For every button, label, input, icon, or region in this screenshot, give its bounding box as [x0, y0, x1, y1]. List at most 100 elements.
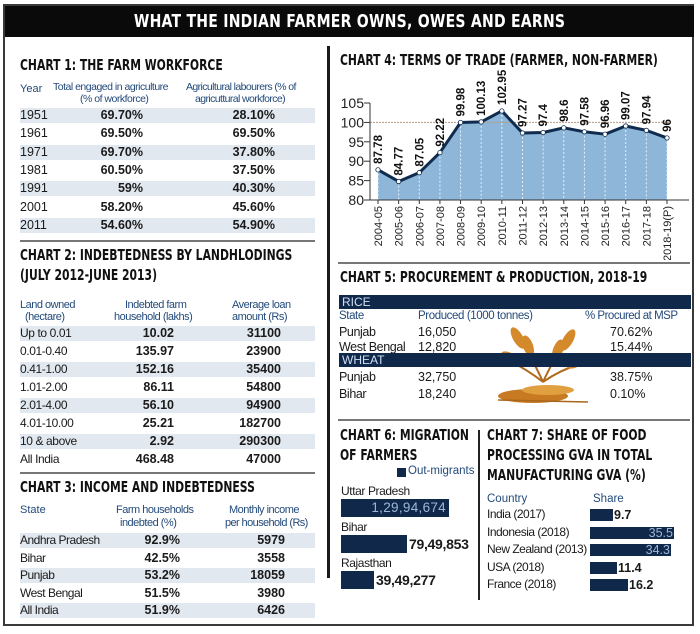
chart7-bar: [590, 544, 671, 556]
chart3-indebted: 92.9%: [144, 533, 180, 547]
x-tick-label: 2008-09: [456, 206, 468, 246]
infographic-frame: [3, 4, 694, 626]
chart3-state: Andhra Pradesh: [20, 533, 100, 547]
data-label: 96: [662, 119, 674, 132]
chart2-title-line2: (JULY 2012-JUNE 2013): [20, 266, 158, 284]
chart7-title-line2: PROCESSING GVA IN TOTAL: [487, 446, 653, 464]
data-point: [602, 131, 608, 137]
chart1-labourers: 40.30%: [232, 181, 275, 196]
data-label: 99.98: [456, 87, 468, 116]
chart1-year: 1961: [20, 126, 48, 141]
row-shade: [20, 568, 315, 584]
chart6-bar: [341, 499, 449, 517]
data-point: [540, 129, 546, 136]
chart5-rice-procured: 70.62%: [610, 325, 653, 339]
chart3-col-income-l2: per household (Rs): [225, 517, 308, 529]
chart6-value-label: 1,29,94,674: [371, 500, 446, 515]
row-shade: [20, 434, 315, 449]
x-tick-label: 2014-15: [579, 206, 591, 246]
chart1-col-labourers-l2: agricuttural workforce): [195, 93, 286, 105]
chart2-land: Up to 0.01: [20, 326, 72, 340]
chart2-col-loan-l1: Average loan: [232, 299, 291, 311]
y-tick-label: 95: [348, 134, 364, 150]
chart5-wheat-state: Punjab: [339, 370, 376, 384]
chart6-title-line2: OF FARMERS: [340, 446, 418, 464]
row-shade: [20, 181, 315, 197]
chart5-rice-produced: 12,820: [418, 340, 457, 354]
x-tick-label: 2004-05: [373, 206, 385, 246]
chart2-col-loan-l2: amount (Rs): [232, 311, 288, 323]
chart5-wheat-procured: 0.10%: [610, 387, 646, 401]
data-label: 97.4: [538, 104, 550, 127]
chart2-households: 2.92: [149, 434, 174, 448]
x-tick-label: 2007-08: [435, 206, 447, 246]
chart2-land: 4.01-10.00: [20, 416, 74, 430]
chart2-land: All India: [20, 452, 60, 466]
chart5-col-state: State: [339, 310, 364, 322]
chart1-total: 60.50%: [100, 162, 143, 177]
chart1-total: 58.20%: [100, 199, 143, 214]
chart7-value-label: 11.4: [618, 560, 642, 575]
chart7-category-label: India (2017): [487, 507, 546, 521]
chart7-category-label: New Zealand (2013): [487, 542, 587, 556]
legend-out-migrants: Out-migrants: [408, 465, 475, 477]
data-point: [519, 130, 526, 136]
chart2-col-land-l2: (hectare): [25, 311, 65, 323]
chart3-state: All India: [20, 603, 59, 618]
data-label: 92.22: [435, 118, 447, 147]
chart1-year: 2011: [20, 217, 47, 232]
chart3-income: 3980: [257, 585, 285, 600]
chart7-bar: [590, 509, 613, 521]
chart7-title-line3: MANUFACTURING GVA (%): [487, 466, 646, 484]
data-point: [581, 129, 588, 135]
row-shade: [20, 144, 315, 160]
data-point: [561, 125, 567, 131]
page-title: WHAT THE INDIAN FARMER OWNS, OWES AND EA…: [133, 11, 566, 32]
chart5-col-procured: % Procured at MSP: [585, 310, 678, 322]
chart4-title: CHART 4: TERMS OF TRADE (FARMER, NON-FAR…: [340, 51, 658, 69]
data-point: [499, 108, 505, 114]
legend-swatch: [397, 468, 406, 477]
x-tick-label: 2018-19(P): [662, 206, 674, 260]
row-shade: [20, 108, 315, 123]
chart3-col-state: State: [20, 504, 46, 516]
data-point: [437, 149, 443, 156]
separator: [338, 262, 690, 264]
data-point: [643, 127, 649, 133]
chart3-income: 18059: [250, 568, 285, 583]
chart1-total: 54.60%: [100, 217, 143, 232]
chart1-col-total-l1: Total engaged in agriculture: [53, 81, 169, 93]
chart7-value-label: 9.7: [614, 508, 632, 522]
data-point: [623, 123, 629, 129]
rice-band: RICE: [339, 295, 691, 309]
chart3-col-indebted-l1: Farm households: [116, 504, 194, 516]
chart2-loan: 182700: [239, 416, 281, 430]
y-tick-label: 105: [341, 95, 365, 111]
chart1-year: 1991: [20, 181, 48, 196]
chart2-col-households-l1: Indebted farm: [125, 299, 187, 311]
x-tick-label: 2009-10: [476, 206, 488, 246]
chart6-title-line1: CHART 6: MIGRATION: [340, 426, 469, 444]
chart7-bar: [590, 526, 674, 539]
data-label: 87.78: [373, 134, 385, 163]
x-tick-label: 2013-14: [559, 206, 571, 246]
data-label: 100.13: [476, 81, 488, 116]
chart2-land: 0.01-0.40: [20, 344, 68, 358]
chart1-col-labourers-l1: Agricultural labourers (% of: [186, 81, 296, 93]
chart7-bar: [590, 561, 617, 574]
chart3-col-income-l1: Monthly income: [229, 504, 300, 516]
data-label: 102.95: [497, 70, 509, 105]
data-point: [664, 135, 670, 141]
chart4-terms-of-trade: 80 85 90 95 100 105 87.78 2004-05 84.77 2005-06 87…: [341, 70, 689, 260]
chart3-indebted: 51.5%: [144, 585, 180, 600]
column-divider: [327, 46, 330, 578]
chart6-category-label: Rajasthan: [341, 556, 392, 570]
y-tick-label: 90: [348, 153, 364, 169]
row-shade: [20, 362, 315, 377]
chart2-households: 25.21: [142, 416, 174, 430]
chart3-income: 5979: [257, 533, 285, 547]
data-label: 87.05: [414, 137, 426, 166]
chart3-state: West Bengal: [20, 585, 83, 600]
separator: [20, 240, 315, 242]
row-shade: [20, 326, 315, 341]
